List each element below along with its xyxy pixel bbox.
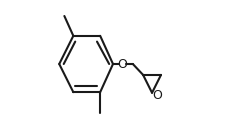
- Text: O: O: [152, 89, 161, 102]
- Text: O: O: [117, 57, 127, 71]
